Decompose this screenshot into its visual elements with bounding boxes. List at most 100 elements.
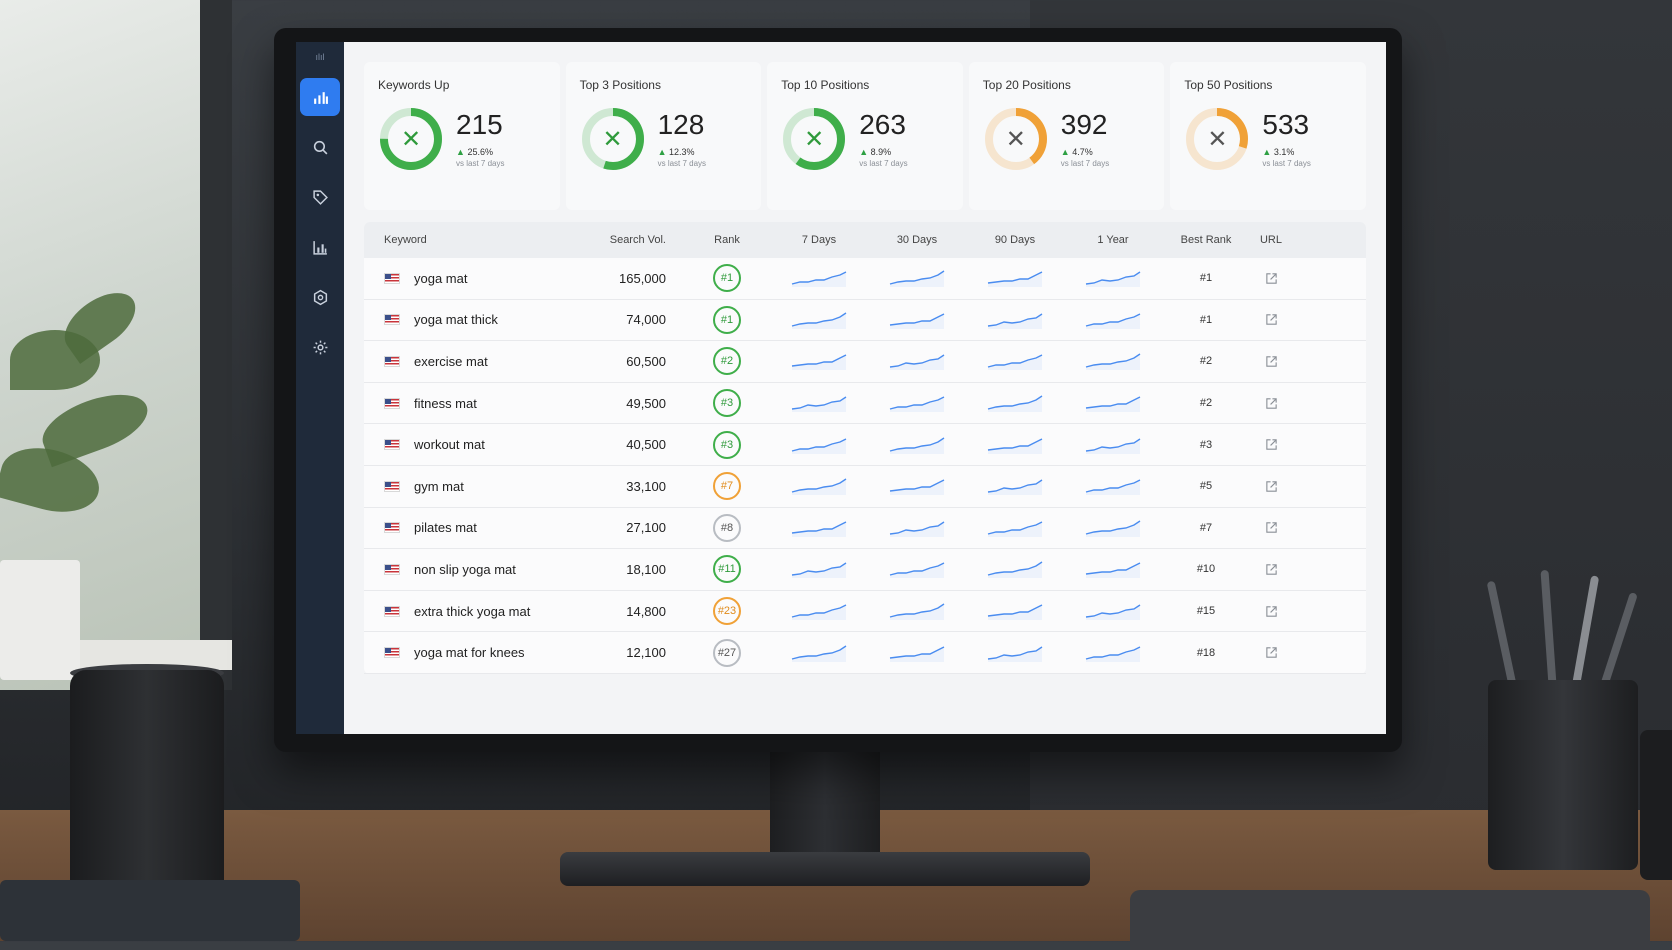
sparkline-chart xyxy=(1064,269,1162,288)
stat-change: ▲ 3.1% xyxy=(1262,147,1310,157)
header-1-year[interactable]: 1 Year xyxy=(1097,234,1129,246)
sidebar-item-reports[interactable] xyxy=(300,228,340,266)
stat-donut: ✕ xyxy=(580,106,646,172)
sidebar-item-tags[interactable] xyxy=(300,178,340,216)
stat-card[interactable]: Top 20 Positions ✕ 392 ▲ 4.7% vs last 7 … xyxy=(968,62,1165,210)
sparkline-icon xyxy=(1085,396,1141,413)
table-row[interactable]: yoga mat for knees 12,100 #27 xyxy=(364,632,1366,674)
external-link-icon xyxy=(1265,605,1277,617)
open-url-button[interactable] xyxy=(1250,313,1292,326)
sidebar-item-settings[interactable] xyxy=(300,328,340,366)
sparkline-chart xyxy=(966,394,1064,413)
sparkline-icon xyxy=(987,521,1043,537)
sparkline-icon xyxy=(889,354,945,371)
table-row[interactable]: non slip yoga mat 18,100 #11 xyxy=(364,549,1366,591)
header-90-days[interactable]: 90 Days xyxy=(994,234,1036,246)
table-row[interactable]: pilates mat 27,100 #8 xyxy=(364,508,1366,550)
external-link-icon xyxy=(1265,273,1277,284)
donut-ring xyxy=(581,108,644,170)
header-keyword[interactable]: Keyword xyxy=(384,234,427,246)
sparkline-icon xyxy=(791,396,847,413)
sparkline-chart xyxy=(966,352,1064,371)
table-row[interactable]: yoga mat 165,000 #1 xyxy=(364,258,1366,300)
sparkline-icon xyxy=(889,396,945,413)
sparkline-chart xyxy=(868,269,966,288)
best-rank: #1 xyxy=(1199,313,1213,326)
search-volume: 12,100 xyxy=(626,645,666,661)
header-search-vol[interactable]: Search Vol. xyxy=(609,234,666,246)
sparkline-icon xyxy=(1085,562,1141,579)
table-row[interactable]: yoga mat thick 74,000 #1 xyxy=(364,300,1366,342)
rank-badge: #3 xyxy=(713,389,741,418)
table-row[interactable]: extra thick yoga mat 14,800 #23 xyxy=(364,591,1366,633)
open-url-button[interactable] xyxy=(1250,521,1292,534)
header-rank[interactable]: Rank xyxy=(714,234,740,246)
stat-donut: ✕ xyxy=(378,106,444,172)
donut-ring xyxy=(783,108,846,170)
external-link-icon xyxy=(1265,481,1277,492)
sidebar-item-dashboard[interactable] xyxy=(300,78,340,116)
open-url-button[interactable] xyxy=(1250,272,1292,285)
sparkline-icon xyxy=(791,438,847,454)
sparkline-icon xyxy=(889,479,945,496)
sparkline-chart xyxy=(770,519,868,537)
table-row[interactable]: fitness mat 49,500 #3 xyxy=(364,383,1366,425)
us-flag-icon xyxy=(384,480,400,492)
open-url-button[interactable] xyxy=(1250,646,1292,659)
stat-change: ▲ 25.6% xyxy=(456,147,504,157)
stat-change: ▲ 4.7% xyxy=(1061,147,1109,157)
stat-card[interactable]: Top 10 Positions ✕ 263 ▲ 8.9% vs last 7 … xyxy=(767,62,963,210)
open-url-button[interactable] xyxy=(1250,480,1292,493)
best-rank: #1 xyxy=(1199,272,1213,285)
stat-card[interactable]: Top 50 Positions ✕ 533 ▲ 3.1% vs last 7 … xyxy=(1170,62,1366,210)
external-link-icon xyxy=(1265,356,1277,367)
sidebar-item-integrations[interactable] xyxy=(300,278,340,316)
tag-icon xyxy=(312,189,328,205)
sparkline-icon xyxy=(1085,646,1141,662)
sparkline-chart xyxy=(868,477,966,496)
sparkline-chart xyxy=(966,269,1064,288)
table-row[interactable]: workout mat 40,500 #3 xyxy=(364,424,1366,466)
notebook xyxy=(0,880,300,941)
us-flag-icon xyxy=(384,605,400,617)
sidebar-item-search[interactable] xyxy=(300,128,340,166)
close-icon: ✕ xyxy=(400,125,422,153)
stat-card[interactable]: Keywords Up ✕ 215 ▲ 25.6% vs last 7 days xyxy=(364,62,560,210)
header-url[interactable]: URL xyxy=(1259,234,1282,246)
header-7-days[interactable]: 7 Days xyxy=(801,234,837,246)
keyword-text: workout mat xyxy=(414,437,485,453)
stat-donut: ✕ xyxy=(781,106,847,172)
smart-speaker xyxy=(70,670,224,890)
table-row[interactable]: exercise mat 60,500 #2 xyxy=(364,341,1366,383)
sparkline-chart xyxy=(1064,352,1162,371)
sparkline-chart xyxy=(770,602,868,621)
keyword-text: yoga mat xyxy=(414,270,468,286)
open-url-button[interactable] xyxy=(1250,397,1292,410)
sparkline-icon xyxy=(1085,438,1141,454)
table-row[interactable]: gym mat 33,100 #7 xyxy=(364,466,1366,508)
open-url-button[interactable] xyxy=(1250,563,1292,576)
keyword-text: yoga mat for knees xyxy=(414,645,525,661)
search-volume: 27,100 xyxy=(626,520,666,536)
stat-value: 215 xyxy=(456,108,503,140)
header-30-days[interactable]: 30 Days xyxy=(896,234,938,246)
keyword-text: fitness mat xyxy=(414,395,477,411)
bar-chart-icon xyxy=(313,91,328,104)
sparkline-icon xyxy=(1085,313,1141,329)
us-flag-icon xyxy=(384,522,400,534)
rank-badge: #1 xyxy=(713,264,741,293)
open-url-button[interactable] xyxy=(1250,605,1292,618)
up-arrow-icon: ▲ xyxy=(456,146,465,157)
header-best-rank[interactable]: Best Rank xyxy=(1180,234,1232,246)
stat-donut: ✕ xyxy=(1184,106,1250,172)
open-url-button[interactable] xyxy=(1250,355,1292,368)
stat-card[interactable]: Top 3 Positions ✕ 128 ▲ 12.3% vs last 7 … xyxy=(565,62,762,210)
stat-change-value: 12.3% xyxy=(669,146,695,157)
sparkline-chart xyxy=(1064,394,1162,413)
stat-change-value: 4.7% xyxy=(1072,146,1093,157)
search-volume: 60,500 xyxy=(626,353,666,369)
stat-subtitle: vs last 7 days xyxy=(456,158,505,168)
search-volume: 14,800 xyxy=(626,603,666,619)
sparkline-chart xyxy=(868,519,966,537)
open-url-button[interactable] xyxy=(1250,438,1292,451)
